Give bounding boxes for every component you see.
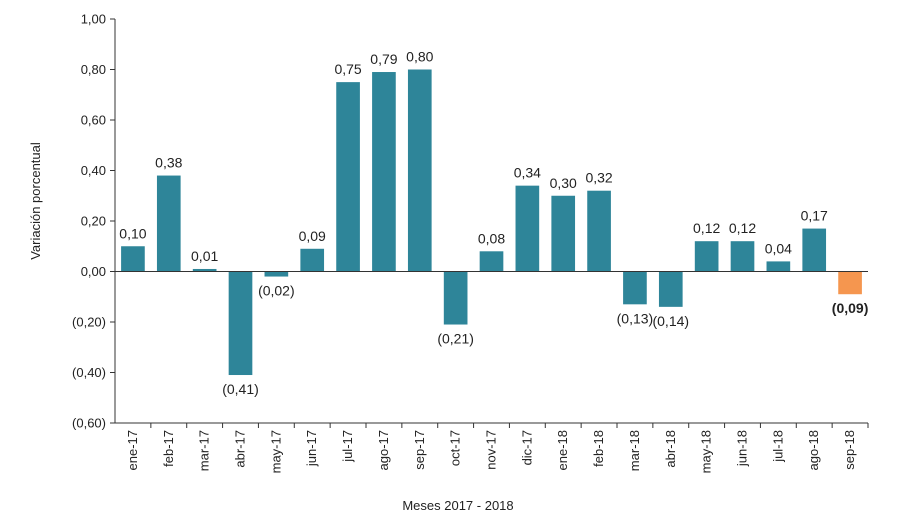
bar-abr-18	[658, 271, 683, 307]
bar-value-label: (0,13)	[617, 310, 654, 326]
x-axis-ticks: ene-17 feb-17 mar-17 abr-17 may-17 jun-17 jul-…	[115, 422, 869, 473]
x-tick-label: abr-18	[663, 430, 678, 468]
x-tick-label: feb-18	[591, 430, 606, 467]
bar-ago-17	[372, 72, 396, 272]
bar-abr-17	[228, 271, 253, 376]
x-tick-label: jun-18	[735, 430, 750, 467]
bar-jul-18	[766, 261, 791, 272]
x-tick-label: jul-17	[340, 430, 355, 463]
bar-value-label: (0,02)	[258, 283, 295, 299]
x-tick-label: oct-17	[448, 430, 463, 466]
bar-feb-18	[587, 190, 611, 272]
y-tick-label: 0,20	[81, 214, 106, 229]
x-tick-label: ene-18	[555, 430, 570, 470]
x-tick-label: jul-18	[770, 430, 785, 463]
bar-may-18	[694, 241, 719, 272]
bars	[121, 69, 862, 376]
bar-value-label: 0,04	[765, 240, 792, 256]
x-tick-label: sep-17	[412, 430, 427, 470]
x-tick-label: feb-17	[161, 430, 176, 467]
y-tick-label: 0,40	[81, 163, 106, 178]
x-tick-label: sep-18	[842, 430, 857, 470]
bar-ene-18	[551, 195, 576, 272]
bar-mar-17	[192, 268, 217, 272]
y-axis-ticks: 1,00 0,80 0,60 0,40 0,20 0,00 (0,20) (0,40) (0,6…	[72, 12, 115, 431]
bar-may-17	[264, 271, 289, 277]
y-tick-label: 0,00	[81, 264, 106, 279]
y-axis-title: Variación porcentual	[28, 142, 43, 260]
bar-ene-17	[121, 246, 145, 272]
x-tick-label: may-17	[268, 430, 283, 473]
bar-value-label: 0,17	[801, 208, 828, 224]
bar-value-label: 0,38	[155, 155, 182, 171]
x-tick-label: dic-17	[519, 430, 534, 465]
bar-value-label: 0,80	[406, 49, 433, 65]
bar-value-label: (0,14)	[652, 313, 689, 329]
x-tick-label: ago-17	[376, 430, 391, 470]
x-tick-label: abr-17	[233, 430, 248, 468]
x-tick-label: may-18	[699, 430, 714, 473]
bar-value-label: 0,30	[550, 175, 577, 191]
bar-value-label: 0,79	[370, 51, 397, 67]
bar-feb-17	[156, 175, 181, 272]
bar-mar-18	[623, 271, 647, 305]
bar-value-label: 0,08	[478, 230, 505, 246]
x-tick-label: mar-18	[627, 430, 642, 471]
x-tick-label: ago-18	[806, 430, 821, 470]
y-tick-label: (0,40)	[72, 365, 106, 380]
bar-jun-17	[300, 248, 325, 272]
bar-sep-18	[838, 271, 862, 295]
bar-value-label: (0,09)	[832, 300, 869, 316]
bar-dic-17	[515, 185, 540, 272]
bar-value-label: 0,75	[334, 61, 361, 77]
bar-value-label: 0,32	[585, 170, 612, 186]
bar-sep-17	[407, 69, 432, 272]
y-tick-label: (0,60)	[72, 416, 106, 431]
bar-ago-18	[802, 228, 827, 272]
x-tick-label: mar-17	[197, 430, 212, 471]
bar-value-label: 0,10	[119, 225, 146, 241]
bar-value-label: 0,12	[693, 220, 720, 236]
bar-oct-17	[443, 271, 468, 325]
bar-value-label: 0,09	[299, 228, 326, 244]
bar-jun-18	[730, 241, 755, 272]
bar-value-label: (0,41)	[222, 381, 259, 397]
bar-nov-17	[479, 251, 504, 272]
x-tick-label: nov-17	[484, 430, 499, 470]
bar-jul-17	[336, 82, 360, 272]
x-axis-title: Meses 2017 - 2018	[402, 498, 513, 513]
bar-value-label: 0,12	[729, 220, 756, 236]
x-tick-label: jun-17	[304, 430, 319, 467]
y-tick-label: 0,80	[81, 62, 106, 77]
x-tick-label: ene-17	[125, 430, 140, 470]
bar-value-label: (0,21)	[437, 331, 474, 347]
y-tick-label: (0,20)	[72, 315, 106, 330]
bar-value-label: 0,34	[514, 165, 541, 181]
y-tick-label: 1,00	[81, 12, 106, 27]
y-tick-label: 0,60	[81, 113, 106, 128]
bar-value-label: 0,01	[191, 248, 218, 264]
bar-value-labels: 0,10 0,38 0,01 (0,41) (0,02) 0,09 0,75 0,79 0,80…	[119, 49, 868, 398]
